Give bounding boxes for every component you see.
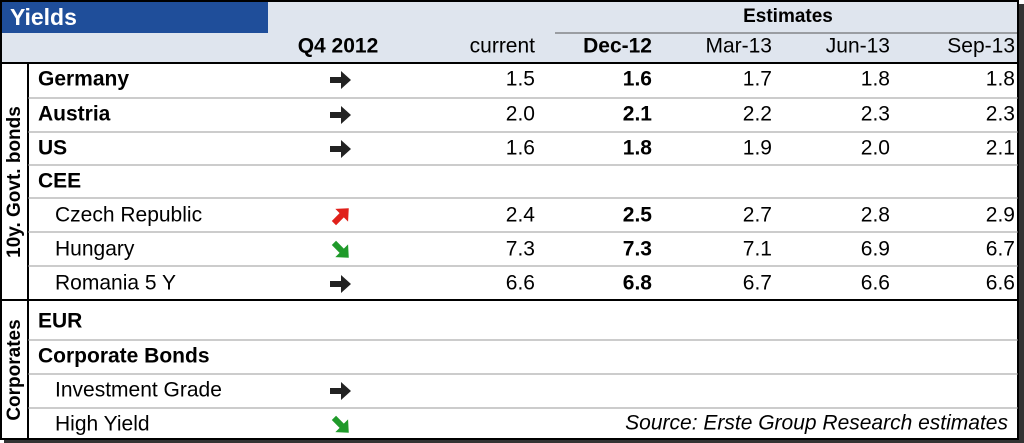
cell-value: 6.7: [743, 272, 772, 295]
row-label: Czech Republic: [55, 204, 202, 227]
column-header: Mar-13: [705, 35, 772, 58]
cell-value: 1.7: [743, 68, 772, 91]
row-label: Germany: [38, 68, 129, 91]
cell-value: 6.9: [861, 238, 890, 261]
source-note: Source: Erste Group Research estimates: [625, 412, 1008, 435]
cell-value: 1.6: [506, 137, 535, 160]
cell-value: 1.8: [986, 68, 1015, 91]
row-label: US: [38, 137, 67, 160]
cell-value: 2.2: [743, 103, 772, 126]
column-header: Dec-12: [583, 35, 652, 58]
cell-value: 2.0: [861, 137, 890, 160]
cell-value: 2.7: [743, 204, 772, 227]
cell-value: 1.8: [623, 137, 653, 160]
row-label: CEE: [38, 170, 81, 193]
cell-value: 2.4: [506, 204, 536, 227]
cell-value: 2.5: [623, 204, 653, 227]
cell-value: 2.3: [986, 103, 1015, 126]
section-label: Corporates: [4, 319, 25, 420]
cell-value: 7.3: [506, 238, 535, 261]
row-label: Investment Grade: [55, 379, 222, 402]
cell-value: 2.3: [861, 103, 890, 126]
cell-value: 6.8: [623, 272, 653, 295]
cell-value: 6.6: [986, 272, 1015, 295]
row-label: Austria: [38, 103, 111, 126]
title: Yields: [10, 4, 77, 30]
column-header: Jun-13: [826, 35, 890, 58]
column-header: Sep-13: [947, 35, 1015, 58]
row-label: Hungary: [55, 238, 135, 261]
row-label: Corporate Bonds: [38, 345, 210, 368]
cell-value: 7.1: [743, 238, 772, 261]
cell-value: 7.3: [623, 238, 652, 261]
cell-value: 6.6: [861, 272, 890, 295]
row-label: High Yield: [55, 413, 150, 436]
column-header: current: [470, 35, 536, 58]
title-cell: [2, 2, 268, 33]
row-label: Romania 5 Y: [55, 272, 176, 295]
rows: Germany 1.5 1.6 1.7 1.8 1.8 Austria 2.0 2.1 2.2 2.…: [28, 68, 1018, 436]
cell-value: 1.5: [506, 68, 535, 91]
cell-value: 6.6: [506, 272, 535, 295]
period-header: Q4 2012: [298, 35, 379, 58]
row-label: EUR: [38, 310, 82, 333]
cell-value: 2.9: [986, 204, 1015, 227]
cell-value: 1.6: [623, 68, 652, 91]
estimates-label: Estimates: [743, 6, 833, 27]
cell-value: 6.7: [986, 238, 1015, 261]
section-label: 10y. Govt. bonds: [4, 106, 25, 258]
cell-value: 1.8: [861, 68, 890, 91]
cell-value: 2.1: [623, 103, 653, 126]
cell-value: 2.1: [986, 137, 1015, 160]
cell-value: 2.8: [861, 204, 890, 227]
cell-value: 1.9: [743, 137, 772, 160]
cell-value: 2.0: [506, 103, 535, 126]
